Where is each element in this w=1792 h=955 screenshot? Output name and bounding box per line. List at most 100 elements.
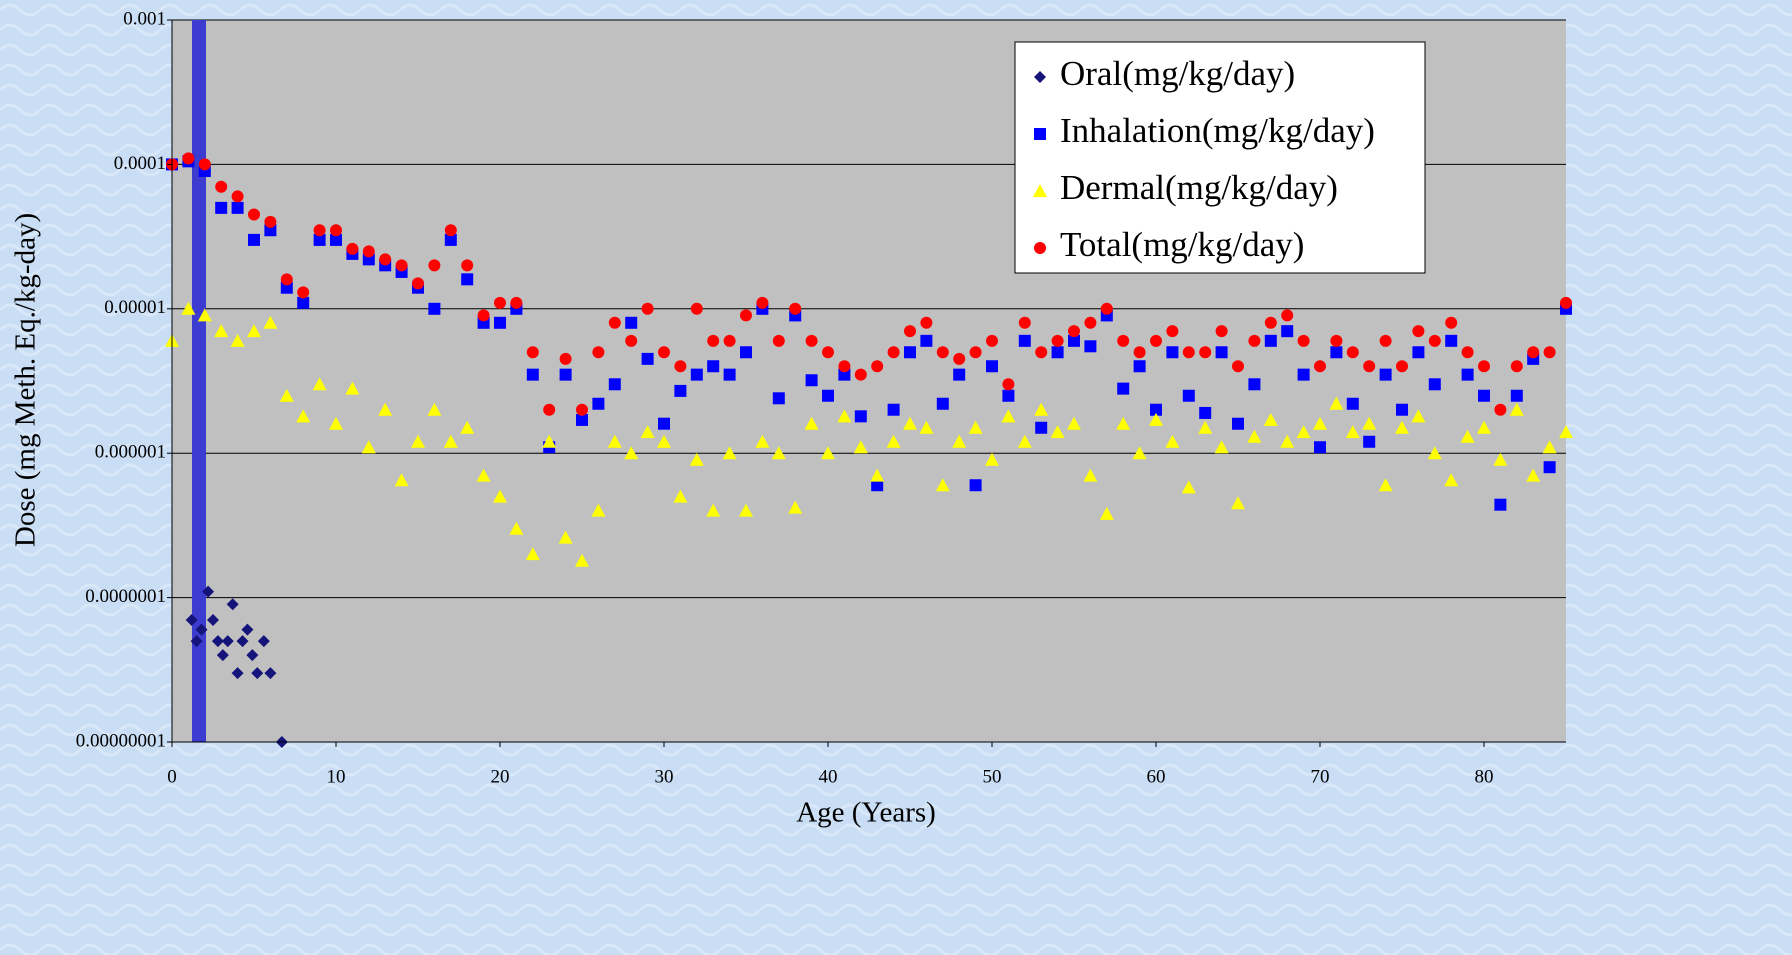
x-axis-title: Age (Years) xyxy=(796,797,936,829)
x-tick-label: 20 xyxy=(491,766,510,787)
circle-marker xyxy=(510,296,523,309)
circle-marker xyxy=(953,352,966,365)
circle-marker xyxy=(1330,334,1343,347)
x-tick-label: 0 xyxy=(167,766,177,787)
square-marker xyxy=(1297,368,1310,381)
circle-marker xyxy=(723,334,736,347)
square-marker xyxy=(805,374,818,387)
square-marker xyxy=(1461,368,1474,381)
circle-marker xyxy=(805,334,818,347)
triangle-marker xyxy=(804,416,819,430)
square-marker xyxy=(1248,378,1261,391)
square-marker xyxy=(1117,382,1130,395)
circle-marker xyxy=(494,296,506,309)
triangle-marker xyxy=(755,434,770,448)
square-marker xyxy=(986,360,998,373)
diamond-marker xyxy=(195,623,208,636)
triangle-marker xyxy=(558,530,573,544)
circle-marker xyxy=(576,403,588,416)
square-marker xyxy=(1510,389,1523,402)
circle-marker xyxy=(674,360,687,373)
diamond-marker xyxy=(211,635,224,648)
y-tick-label: 0.001 xyxy=(123,8,166,29)
triangle-marker xyxy=(1198,420,1213,434)
triangle-marker xyxy=(821,446,835,460)
circle-marker xyxy=(690,302,703,315)
triangle-marker xyxy=(460,420,475,434)
square-marker xyxy=(280,281,293,294)
diamond-marker xyxy=(221,635,234,648)
square-marker xyxy=(461,273,474,286)
triangle-marker xyxy=(903,416,917,430)
triangle-marker xyxy=(952,434,967,448)
triangle-marker xyxy=(378,402,393,416)
square-marker xyxy=(494,316,506,329)
triangle-marker xyxy=(935,478,950,492)
triangle-marker xyxy=(1116,416,1131,430)
triangle-marker xyxy=(886,434,901,448)
square-marker xyxy=(707,360,720,373)
triangle-marker xyxy=(296,409,311,423)
triangle-marker xyxy=(1526,468,1541,482)
circle-marker xyxy=(330,224,342,237)
triangle-marker xyxy=(247,324,261,338)
circle-marker xyxy=(313,224,326,237)
triangle-marker xyxy=(361,440,376,454)
square-marker xyxy=(1346,397,1359,410)
triangle-marker xyxy=(853,440,868,454)
circle-marker xyxy=(280,273,293,286)
square-marker xyxy=(920,334,933,347)
square-marker xyxy=(690,368,703,381)
triangle-marker xyxy=(591,503,606,517)
circle-marker xyxy=(1543,346,1556,359)
circle-marker xyxy=(444,224,457,237)
triangle-marker xyxy=(1280,434,1295,448)
triangle-marker xyxy=(706,503,721,517)
square-marker xyxy=(1034,128,1046,140)
square-marker xyxy=(1068,334,1080,347)
triangle-marker xyxy=(394,473,409,487)
triangle-marker xyxy=(1427,446,1442,460)
square-marker xyxy=(740,346,752,359)
square-marker xyxy=(772,392,785,405)
triangle-marker xyxy=(575,553,589,567)
triangle-marker xyxy=(542,434,557,448)
circle-marker xyxy=(1051,334,1064,347)
triangle-marker xyxy=(1395,420,1409,434)
triangle-marker xyxy=(985,452,999,466)
legend-label: Dermal(mg/kg/day) xyxy=(1060,168,1338,207)
diamond-marker xyxy=(264,667,277,680)
circle-marker xyxy=(592,346,605,359)
circle-marker xyxy=(641,302,654,315)
square-marker xyxy=(313,233,326,246)
circle-marker xyxy=(559,352,572,365)
square-marker xyxy=(904,346,916,359)
circle-marker xyxy=(920,316,933,329)
triangle-marker xyxy=(1411,409,1426,423)
diamond-marker xyxy=(1034,71,1046,83)
square-marker xyxy=(887,403,900,416)
circle-marker xyxy=(346,242,359,255)
circle-marker xyxy=(297,286,310,299)
square-marker xyxy=(1396,403,1408,416)
triangle-marker xyxy=(1149,412,1163,426)
triangle-marker xyxy=(1460,429,1475,443)
square-marker xyxy=(1018,334,1031,347)
square-marker xyxy=(526,368,539,381)
triangle-marker xyxy=(1477,420,1491,434)
circle-marker xyxy=(1150,334,1162,347)
diamond-marker xyxy=(231,667,244,680)
square-marker xyxy=(1543,461,1556,474)
legend-label: Inhalation(mg/kg/day) xyxy=(1060,111,1375,150)
y-tick-label: 0.00001 xyxy=(104,297,166,318)
square-marker xyxy=(1330,346,1343,359)
triangle-marker xyxy=(181,301,196,315)
triangle-marker xyxy=(788,500,803,514)
square-marker xyxy=(1494,498,1507,511)
triangle-marker xyxy=(411,434,425,448)
circle-marker xyxy=(822,346,834,359)
diamond-marker xyxy=(251,667,264,680)
triangle-marker xyxy=(624,446,639,460)
square-marker xyxy=(723,368,736,381)
